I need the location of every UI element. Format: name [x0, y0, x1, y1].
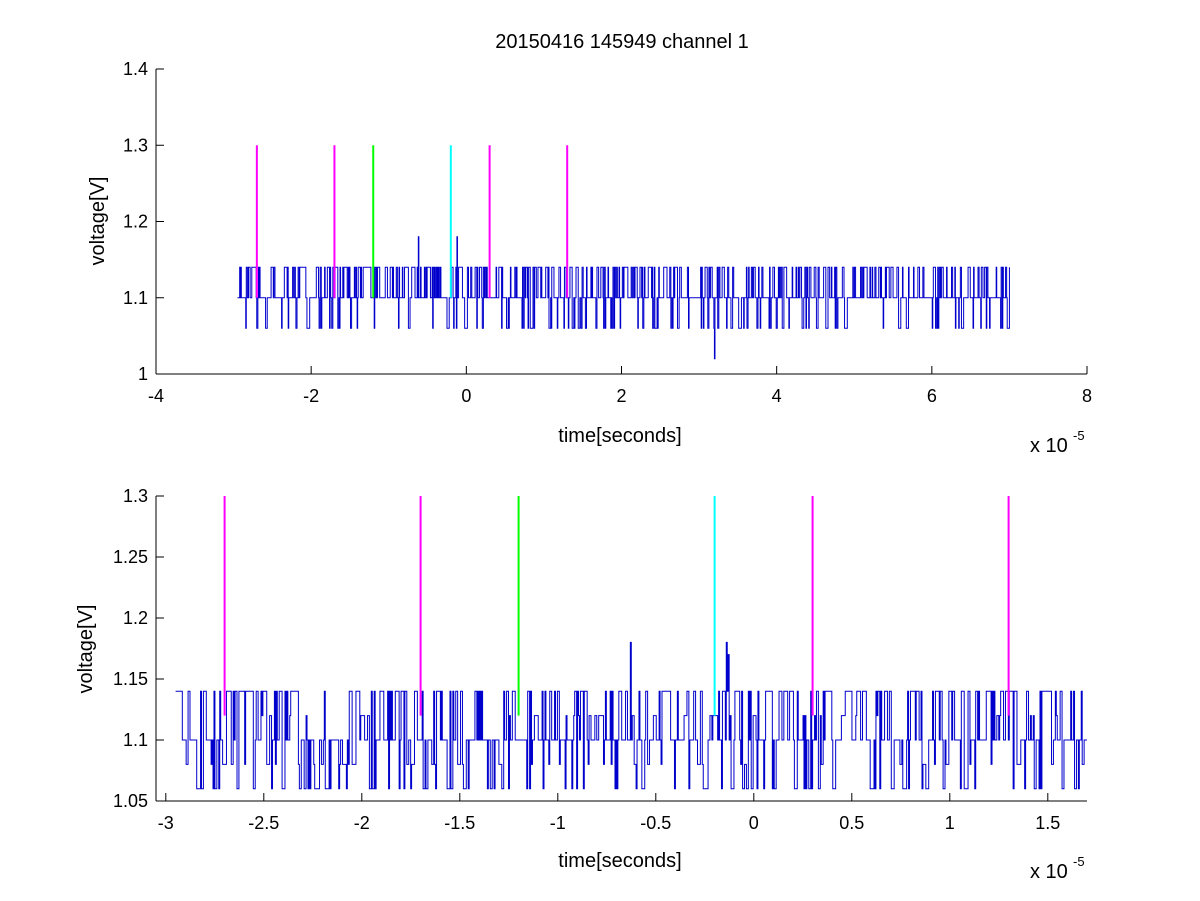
bottom-subplot: -3 -2.5 -2 -1.5 -1 -0.5 0 0.5 1 1.5 1.05 1.1 1.15 1.2… [75, 486, 1087, 883]
bottom-axes [155, 496, 1087, 802]
bottom-x-exponent-label: x 10 [1030, 861, 1068, 883]
top-x-tick-label: 8 [1082, 386, 1092, 406]
top-x-tick-label: 2 [616, 386, 626, 406]
top-y-tick-label: 1.4 [123, 59, 148, 79]
bottom-y-tick-label: 1.25 [113, 547, 148, 567]
bottom-x-tick-label: -1 [550, 813, 566, 833]
bottom-y-tick-label: 1.15 [113, 669, 148, 689]
bottom-signal [175, 641, 1087, 790]
bottom-x-tick-label: -2 [354, 813, 370, 833]
bottom-signal-trace [175, 641, 1087, 790]
bottom-y-axis-label: voltage[V] [75, 605, 97, 694]
top-y-tick-label: 1.1 [123, 288, 148, 308]
top-x-tick-label: 4 [772, 386, 782, 406]
top-x-axis-label: time[seconds] [558, 425, 681, 447]
top-y-axis-label: voltage[V] [87, 177, 109, 266]
bottom-ticks: -3 -2.5 -2 -1.5 -1 -0.5 0 0.5 1 1.5 1.05 1.1 1.15 1.2… [113, 486, 1060, 833]
bottom-x-axis-label: time[seconds] [558, 850, 681, 872]
bottom-x-tick-label: 1 [945, 813, 955, 833]
bottom-x-exponent-value: -5 [1073, 854, 1085, 869]
bottom-y-tick-label: 1.3 [123, 486, 148, 506]
top-x-exponent-value: -5 [1073, 428, 1085, 443]
top-x-exponent-label: x 10 [1030, 435, 1068, 457]
top-markers [255, 145, 569, 298]
top-x-tick-label: 6 [927, 386, 937, 406]
top-y-tick-label: 1.2 [123, 212, 148, 232]
top-y-tick-label: 1 [138, 364, 148, 384]
bottom-x-tick-label: -0.5 [640, 813, 671, 833]
bottom-x-tick-label: -2.5 [248, 813, 279, 833]
top-signal-trace [237, 236, 1010, 360]
bottom-x-tick-label: 1.5 [1035, 813, 1060, 833]
bottom-x-tick-label: 0 [749, 813, 759, 833]
bottom-x-tick-label: -3 [158, 813, 174, 833]
top-ticks: -4 -2 0 2 4 6 8 1 1.1 1.2 1.3 1.4 [123, 59, 1092, 406]
bottom-x-tick-label: -1.5 [444, 813, 475, 833]
figure-title: 20150416 145949 channel 1 [495, 31, 749, 53]
top-x-tick-label: -2 [303, 386, 319, 406]
top-x-tick-label: -4 [148, 386, 164, 406]
bottom-markers [223, 496, 1010, 716]
top-x-tick-label: 0 [461, 386, 471, 406]
bottom-x-tick-label: 0.5 [839, 813, 864, 833]
top-signal [237, 236, 1010, 360]
bottom-y-tick-label: 1.2 [123, 608, 148, 628]
top-subplot: -4 -2 0 2 4 6 8 1 1.1 1.2 1.3 1.4 time[seconds] vol… [87, 59, 1092, 457]
bottom-y-tick-label: 1.1 [123, 730, 148, 750]
bottom-y-tick-label: 1.05 [113, 791, 148, 811]
top-y-tick-label: 1.3 [123, 135, 148, 155]
